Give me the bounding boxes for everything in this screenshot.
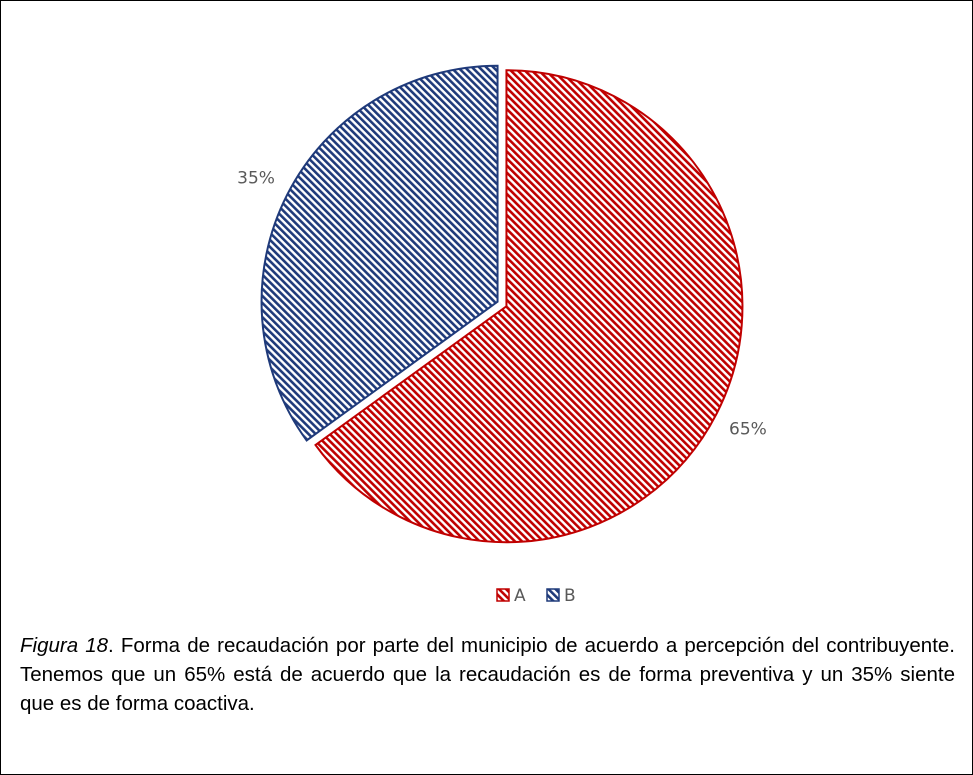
legend-swatch <box>496 588 510 602</box>
caption-label: Figura 18 <box>20 634 109 657</box>
legend-swatch <box>546 588 560 602</box>
data-label: 65% <box>729 419 767 439</box>
legend-label: B <box>564 586 576 606</box>
legend-label: A <box>514 586 526 606</box>
data-label: 35% <box>237 169 275 189</box>
caption-text: . Forma de recaudación por parte del mun… <box>20 634 955 715</box>
chart: 65% 35% A B <box>237 64 767 606</box>
pie-slice <box>260 64 499 442</box>
caption: Figura 18. Forma de recaudación por part… <box>20 631 955 718</box>
pie-slice <box>314 69 744 544</box>
